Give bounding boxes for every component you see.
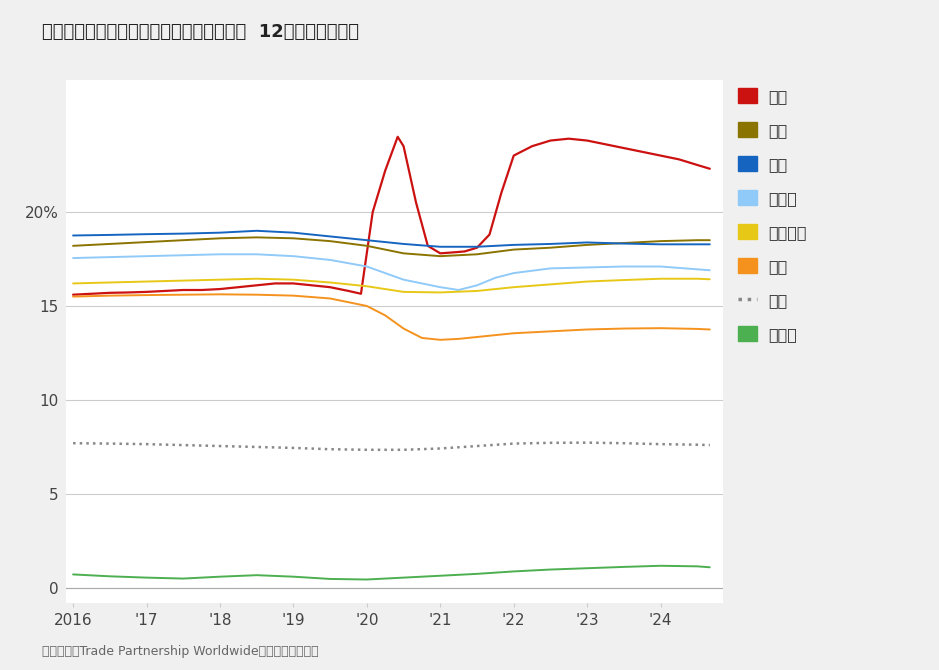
Text: 服装：按来源国划分的美国实际关税税率，  12个月滚动平均值: 服装：按来源国划分的美国实际关税税率， 12个月滚动平均值 [42, 23, 360, 42]
Text: 数据来源：Trade Partnership Worldwide，美国人口普查局: 数据来源：Trade Partnership Worldwide，美国人口普查局 [42, 645, 319, 658]
Legend: 中国, 越南, 印尼, 柬埔寨, 孟加拉国, 印度, 其他, 墨西哥: 中国, 越南, 印尼, 柬埔寨, 孟加拉国, 印度, 其他, 墨西哥 [738, 88, 807, 342]
